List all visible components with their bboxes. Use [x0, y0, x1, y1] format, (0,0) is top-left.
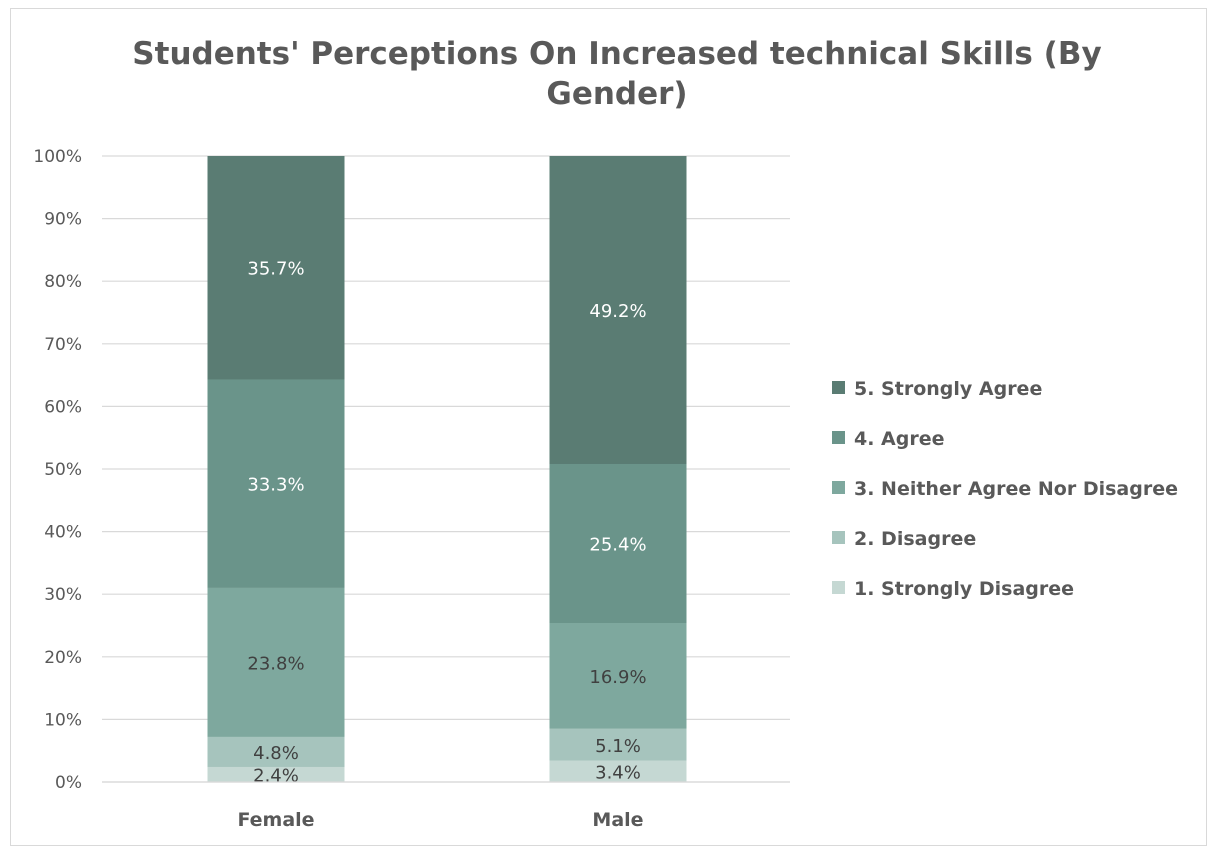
legend-label-4: 4. Agree: [854, 428, 945, 450]
legend-swatch-5: [832, 381, 845, 394]
y-tick-label-1: 10%: [44, 710, 82, 730]
chart-title-line-2: Gender): [546, 76, 687, 112]
bar-segment-male-3: [549, 622, 687, 729]
bar-segment-female-2: [207, 736, 345, 767]
data-label-male-2: 5.1%: [595, 736, 641, 757]
data-label-female-1: 2.4%: [253, 765, 299, 786]
bar-segment-female-4: [207, 379, 345, 588]
x-category-label-male: Male: [592, 809, 643, 831]
y-tick-label-0: 0%: [55, 773, 82, 793]
y-tick-label-3: 30%: [44, 585, 82, 605]
legend-swatch-1: [832, 581, 845, 594]
legend-label-3: 3. Neither Agree Nor Disagree: [854, 478, 1178, 500]
legend-label-5: 5. Strongly Agree: [854, 378, 1042, 400]
data-label-female-5: 35.7%: [247, 259, 304, 280]
data-label-female-2: 4.8%: [253, 743, 299, 764]
data-label-female-3: 23.8%: [247, 653, 304, 674]
legend-swatch-2: [832, 531, 845, 544]
data-label-male-4: 25.4%: [589, 534, 646, 555]
y-tick-label-9: 90%: [44, 210, 82, 230]
bar-segment-male-4: [549, 463, 687, 623]
legend-swatch-3: [832, 481, 845, 494]
y-tick-label-7: 70%: [44, 335, 82, 355]
bar-segment-male-1: [549, 760, 687, 782]
y-tick-label-6: 60%: [44, 397, 82, 417]
bar-segment-female-3: [207, 587, 345, 737]
y-tick-label-2: 20%: [44, 648, 82, 668]
data-label-male-3: 16.9%: [589, 667, 646, 688]
bar-segment-male-5: [549, 156, 687, 464]
data-label-male-1: 3.4%: [595, 762, 641, 783]
y-tick-label-4: 40%: [44, 523, 82, 543]
legend-label-2: 2. Disagree: [854, 528, 976, 550]
data-label-male-5: 49.2%: [589, 301, 646, 322]
y-tick-label-8: 80%: [44, 272, 82, 292]
chart-title-line-1: Students' Perceptions On Increased techn…: [132, 36, 1101, 72]
x-category-label-female: Female: [237, 809, 314, 831]
bar-segment-female-5: [207, 156, 345, 380]
y-tick-label-10: 100%: [33, 147, 82, 167]
legend-label-1: 1. Strongly Disagree: [854, 578, 1074, 600]
bar-segment-male-2: [549, 728, 687, 761]
y-tick-label-5: 50%: [44, 460, 82, 480]
data-label-female-4: 33.3%: [247, 475, 304, 496]
bar-segment-female-1: [207, 766, 345, 782]
legend-swatch-4: [832, 431, 845, 444]
